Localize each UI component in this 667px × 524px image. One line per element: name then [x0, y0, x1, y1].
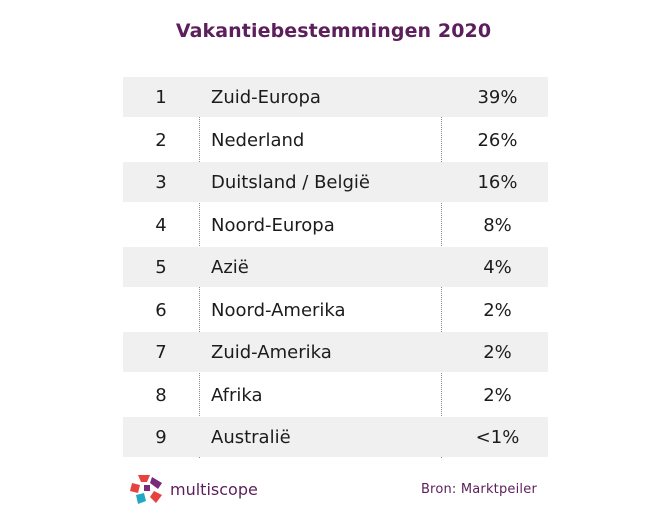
rank-cell: 2: [155, 129, 167, 151]
table-row: 2 Nederland 26%: [123, 120, 548, 160]
table-row: 1 Zuid-Europa 39%: [123, 77, 548, 117]
percent-cell: <1%: [475, 426, 520, 448]
rank-cell: 3: [155, 171, 167, 193]
table-row: 6 Noord-Amerika 2%: [123, 290, 548, 330]
percent-cell: 26%: [477, 129, 518, 151]
destination-cell: Noord-Europa: [211, 214, 335, 236]
source-note: Bron: Marktpeiler: [420, 482, 537, 497]
destination-cell: Nederland: [211, 129, 305, 151]
rank-cell: 1: [155, 86, 167, 108]
destination-cell: Noord-Amerika: [211, 299, 346, 321]
percent-cell: 8%: [483, 214, 512, 236]
multiscope-logo[interactable]: multiscope: [130, 473, 258, 505]
destinations-table: 1 Zuid-Europa 39% 2 Nederland 26% 3 Duit…: [123, 77, 548, 458]
destination-cell: Duitsland / België: [211, 171, 371, 193]
table-row: 5 Azië 4%: [123, 247, 548, 287]
table-row: 3 Duitsland / België 16%: [123, 162, 548, 202]
table-row: 7 Zuid-Amerika 2%: [123, 332, 548, 372]
destination-cell: Afrika: [211, 384, 263, 406]
percent-cell: 4%: [483, 256, 512, 278]
percent-cell: 2%: [483, 299, 512, 321]
multiscope-logo-icon: [130, 473, 164, 505]
rank-cell: 8: [155, 384, 167, 406]
rank-cell: 6: [155, 299, 167, 321]
logo-text: multiscope: [170, 479, 258, 499]
page-title: Vakantiebestemmingen 2020: [175, 20, 492, 42]
percent-cell: 16%: [477, 171, 518, 193]
percent-cell: 2%: [483, 384, 512, 406]
rank-cell: 7: [155, 341, 167, 363]
table-row: 4 Noord-Europa 8%: [123, 205, 548, 245]
destination-cell: Australië: [211, 426, 291, 448]
table-row: 8 Afrika 2%: [123, 375, 548, 415]
destination-cell: Zuid-Europa: [211, 86, 321, 108]
rank-cell: 9: [155, 426, 167, 448]
destination-cell: Zuid-Amerika: [211, 341, 332, 363]
percent-cell: 2%: [483, 341, 512, 363]
rank-cell: 4: [155, 214, 167, 236]
table-row: 9 Australië <1%: [123, 417, 548, 457]
rank-cell: 5: [155, 256, 167, 278]
destination-cell: Azië: [211, 256, 249, 278]
percent-cell: 39%: [477, 86, 518, 108]
